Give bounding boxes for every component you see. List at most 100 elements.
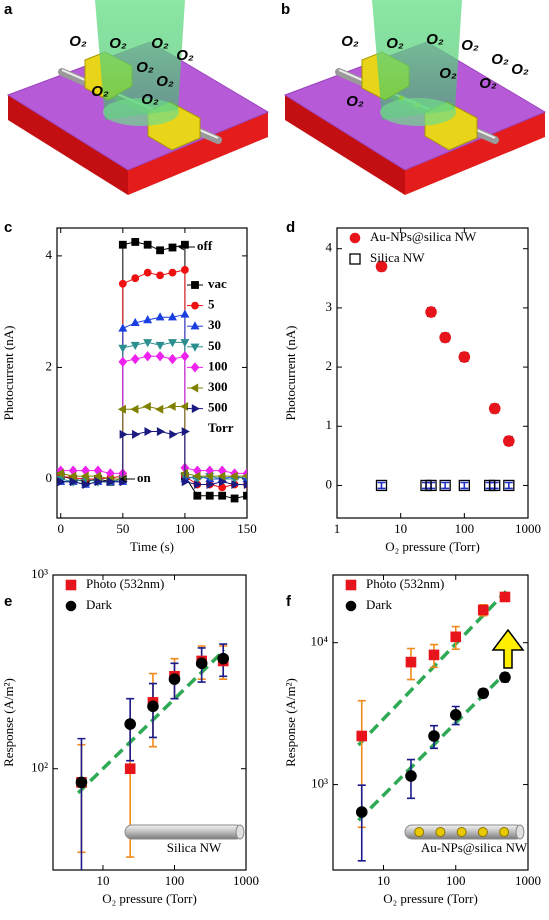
legend-label: Dark — [86, 597, 112, 612]
y-axis-title: Response (A/m²) — [1, 678, 16, 767]
marker — [477, 604, 489, 616]
gas-label: O₂ — [69, 33, 87, 50]
marker — [65, 600, 77, 612]
legend-label: Silica NW — [370, 250, 425, 265]
marker — [130, 404, 139, 414]
x-tick-label: 10 — [96, 873, 109, 888]
x-axis-title: O₂ pressure (Torr) — [102, 891, 197, 906]
light-beam — [95, 0, 185, 120]
inset-gold-particle — [435, 827, 446, 837]
series-line — [60, 355, 247, 474]
marker — [439, 331, 451, 344]
y-tick-label: 2 — [46, 358, 53, 373]
x-tick-label: 10 — [377, 873, 390, 888]
marker — [131, 274, 140, 283]
marker — [204, 471, 213, 481]
marker — [439, 479, 451, 492]
legend-label: 50 — [208, 338, 221, 353]
marker — [143, 240, 152, 249]
marker — [190, 362, 200, 373]
marker — [181, 240, 189, 249]
inset-label: Silica NW — [167, 840, 222, 855]
plot-frame — [52, 574, 247, 871]
marker — [168, 312, 177, 321]
panel-label: e — [4, 593, 12, 610]
annotation-arrow — [120, 475, 135, 483]
marker — [143, 351, 153, 362]
marker — [82, 480, 91, 490]
marker — [230, 494, 239, 503]
gas-label: O₂ — [141, 91, 159, 108]
marker — [349, 232, 361, 244]
marker — [75, 776, 88, 789]
x-axis-title: O₂ pressure (Torr) — [383, 891, 478, 906]
plot-frame — [336, 227, 529, 519]
inset-nanowire-end — [515, 824, 525, 840]
marker — [191, 301, 199, 310]
legend-label: 300 — [208, 379, 228, 394]
y-tick-label: 0 — [46, 470, 53, 485]
marker — [119, 429, 128, 439]
y-axis-title: Photocurrent (nA) — [1, 326, 16, 421]
marker — [217, 652, 230, 665]
legend-label: Photo (532nm) — [366, 576, 444, 591]
inset-gold-particle — [499, 827, 510, 837]
inset-gold-particle — [414, 827, 425, 837]
fit-line — [357, 590, 508, 747]
marker — [117, 404, 126, 414]
gas-label: O₂ — [461, 37, 479, 54]
y-tick-label: 10⁴ — [310, 634, 328, 649]
gas-label: O₂ — [151, 35, 169, 52]
legend-label: vac — [208, 276, 227, 291]
marker — [181, 427, 190, 437]
marker — [218, 491, 227, 500]
marker — [190, 343, 200, 352]
x-tick-label: 1 — [334, 521, 341, 536]
x-tick-label: 0 — [57, 521, 64, 536]
marker — [155, 404, 164, 414]
marker — [156, 246, 164, 255]
marker — [190, 383, 199, 393]
error-bar — [504, 481, 513, 490]
marker — [205, 491, 214, 500]
marker — [155, 312, 165, 321]
marker — [132, 429, 141, 439]
annotation-arrow — [178, 243, 195, 251]
panel-label: d — [286, 219, 295, 236]
panel-label: f — [286, 593, 292, 610]
marker — [130, 341, 140, 351]
marker — [80, 471, 89, 481]
marker — [375, 260, 388, 273]
marker — [195, 657, 208, 670]
marker — [458, 479, 470, 492]
y-tick-label: 10² — [31, 760, 48, 775]
marker — [155, 351, 165, 362]
marker — [168, 243, 177, 252]
marker — [428, 730, 440, 742]
marker — [57, 468, 64, 478]
gas-label: O₂ — [156, 73, 174, 90]
gas-label: O₂ — [176, 47, 194, 64]
panel-label: c — [4, 219, 12, 236]
marker — [167, 401, 176, 411]
substrate-side — [285, 95, 405, 195]
marker — [180, 339, 190, 348]
y-tick-label: 10³ — [311, 776, 328, 791]
gas-label: O₂ — [136, 59, 154, 76]
substrate-side — [8, 95, 128, 195]
marker — [156, 427, 166, 437]
marker — [489, 479, 501, 492]
marker — [65, 579, 77, 591]
x-tick-label: 100 — [446, 873, 466, 888]
marker — [218, 477, 228, 487]
marker — [425, 306, 437, 318]
y-tick-label: 3 — [326, 299, 333, 314]
marker — [355, 806, 368, 818]
marker — [499, 671, 511, 684]
marker — [349, 253, 361, 265]
marker — [193, 491, 202, 500]
legend-label: 30 — [208, 317, 221, 332]
marker — [155, 341, 165, 351]
legend-label: 500 — [208, 400, 228, 415]
